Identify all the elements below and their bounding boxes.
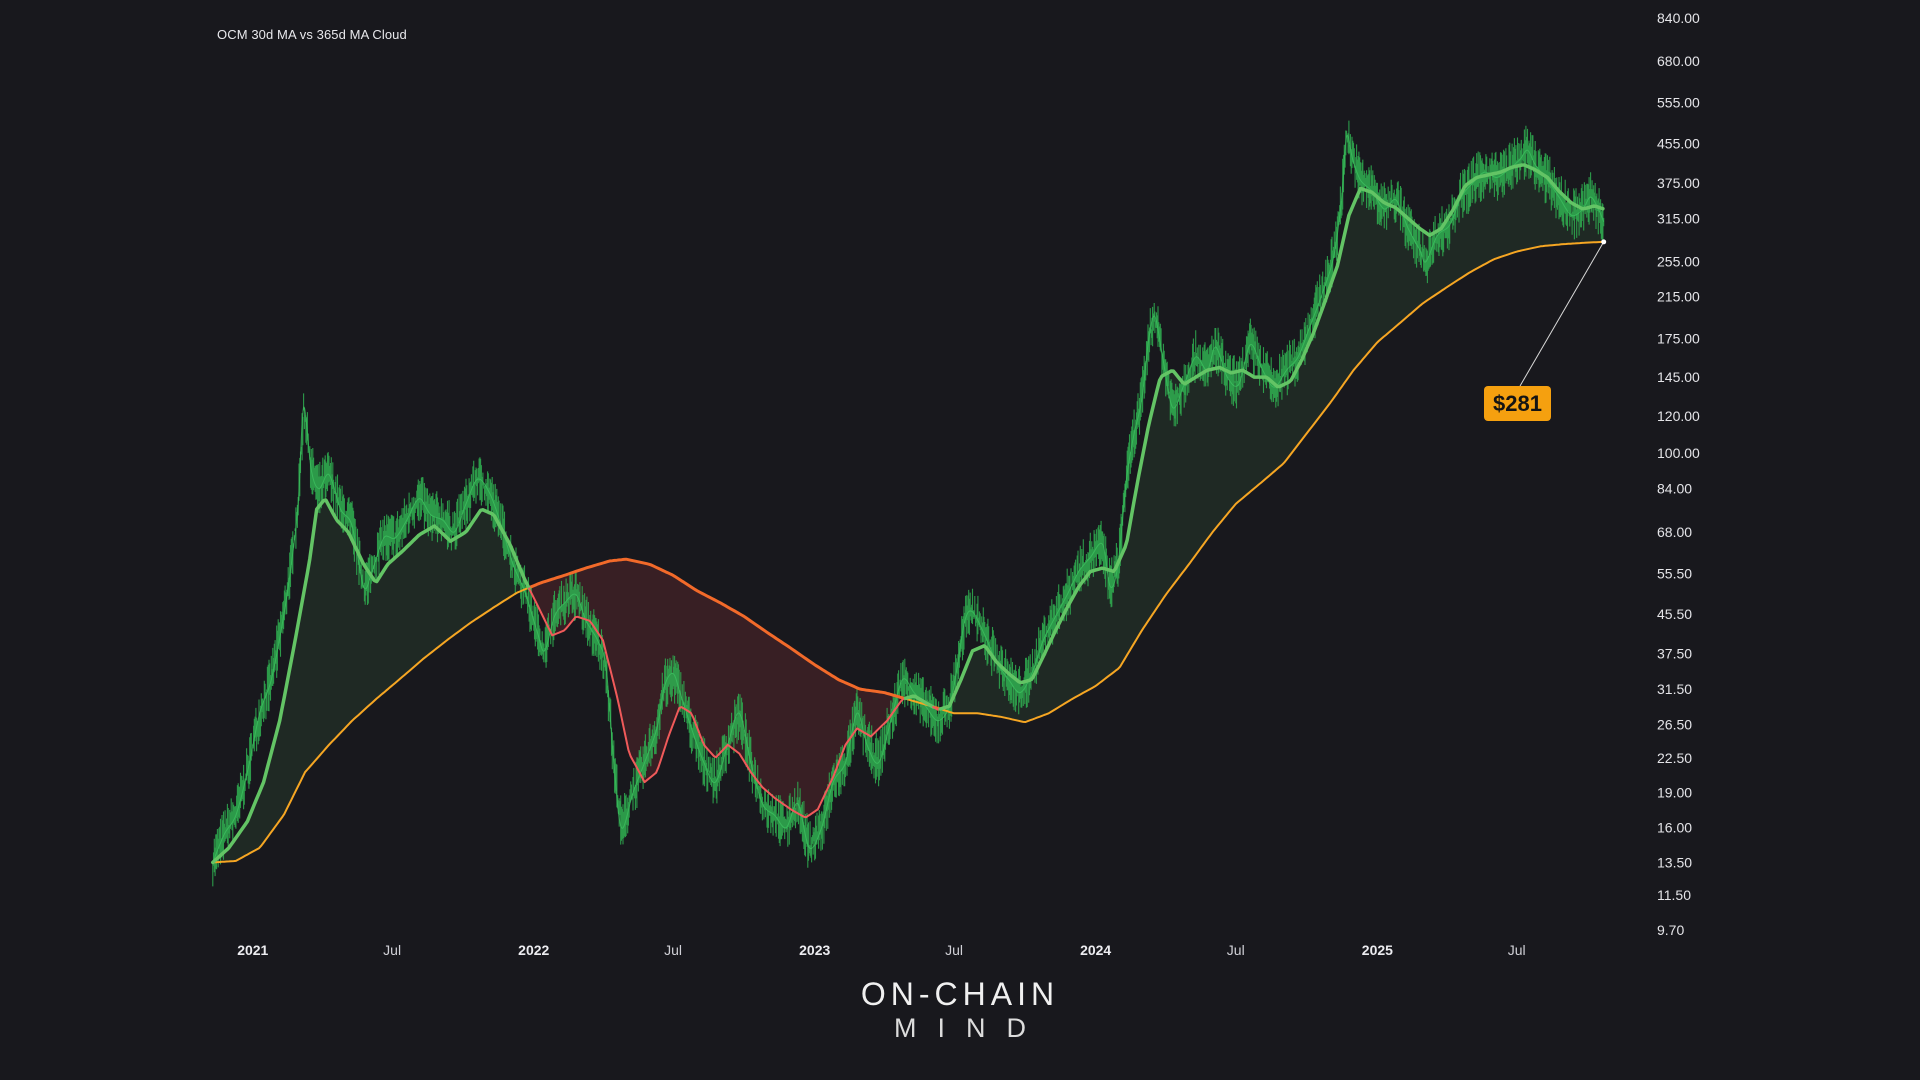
chart-title: OCM 30d MA vs 365d MA Cloud xyxy=(217,27,407,42)
y-axis: 840.00 680.00 555.00 455.00 375.00 315.00 255.… xyxy=(1657,10,1700,938)
y-tick-label: 215.00 xyxy=(1657,289,1700,305)
y-tick-label: 145.00 xyxy=(1657,369,1700,385)
annotation-leader xyxy=(1519,241,1605,387)
y-tick-label: 120.00 xyxy=(1657,408,1700,424)
x-tick-label: 2021 xyxy=(237,942,268,958)
ma30-line xyxy=(528,587,907,819)
ma365-line xyxy=(939,240,1603,723)
bear-cloud xyxy=(529,559,906,818)
x-tick-label: Jul xyxy=(1508,942,1526,958)
y-tick-label: 84.00 xyxy=(1657,481,1692,497)
y-tick-label: 45.50 xyxy=(1657,606,1692,622)
y-tick-label: 9.70 xyxy=(1657,922,1684,938)
x-tick-label: Jul xyxy=(1227,942,1245,958)
x-tick-label: Jul xyxy=(383,942,401,958)
ma30-line xyxy=(211,498,531,865)
y-tick-label: 315.00 xyxy=(1657,211,1700,227)
y-tick-label: 22.50 xyxy=(1657,750,1692,766)
y-tick-label: 31.50 xyxy=(1657,681,1692,697)
x-tick-label: Jul xyxy=(664,942,682,958)
x-tick-label: 2022 xyxy=(518,942,549,958)
brand-logo-line1: ON-CHAIN xyxy=(860,976,1060,1012)
ma30-line xyxy=(903,694,935,709)
x-tick-label: 2024 xyxy=(1080,942,1111,958)
bull-cloud xyxy=(212,500,530,863)
ma30-line xyxy=(938,163,1605,711)
y-tick-label: 68.00 xyxy=(1657,524,1692,540)
y-tick-label: 16.00 xyxy=(1657,820,1692,836)
y-tick-label: 840.00 xyxy=(1657,10,1700,26)
y-tick-label: 55.50 xyxy=(1657,565,1692,581)
y-tick-label: 455.00 xyxy=(1657,135,1700,151)
x-tick-label: Jul xyxy=(945,942,963,958)
brand-logo-line2: MIND xyxy=(894,1013,1047,1043)
y-tick-label: 19.00 xyxy=(1657,785,1692,801)
price-label-badge: $281 xyxy=(1484,386,1551,421)
brand-logo: ON-CHAIN MIND xyxy=(0,976,1920,1044)
y-tick-label: 680.00 xyxy=(1657,53,1700,69)
x-tick-label: 2025 xyxy=(1362,942,1393,958)
x-tick-label: 2023 xyxy=(799,942,830,958)
y-tick-label: 13.50 xyxy=(1657,854,1692,870)
ma365-line xyxy=(528,557,906,701)
y-tick-label: 100.00 xyxy=(1657,445,1700,461)
y-tick-label: 11.50 xyxy=(1657,887,1691,903)
y-tick-label: 175.00 xyxy=(1657,331,1700,347)
x-axis: 2021 Jul 2022 Jul 2023 Jul 2024 Jul 2025 Jul xyxy=(237,942,1525,958)
y-tick-label: 255.00 xyxy=(1657,254,1700,270)
y-tick-label: 375.00 xyxy=(1657,175,1700,191)
annotation-point xyxy=(1601,239,1607,245)
ma-lines-layer xyxy=(211,163,1605,865)
ma365-line xyxy=(212,586,530,864)
annotation-layer xyxy=(1519,239,1607,387)
y-tick-label: 26.50 xyxy=(1657,717,1692,733)
y-tick-label: 37.50 xyxy=(1657,646,1692,662)
y-tick-label: 555.00 xyxy=(1657,95,1700,111)
